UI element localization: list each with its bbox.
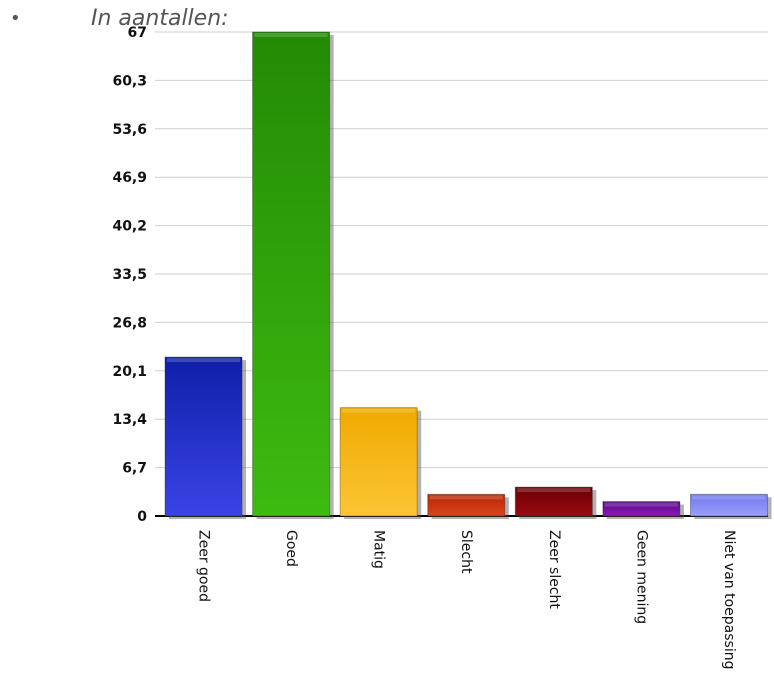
bar-highlight xyxy=(254,33,328,37)
bar-highlight xyxy=(167,358,241,363)
bar xyxy=(339,407,418,517)
x-tick-label: Slecht xyxy=(458,530,474,574)
bar xyxy=(689,493,768,517)
x-tick-label: Geen mening xyxy=(633,530,649,624)
y-tick-label: 26,8 xyxy=(112,315,147,331)
bar-highlight xyxy=(692,495,766,500)
y-tick-label: 6,7 xyxy=(122,461,147,477)
bullet-marker: • xyxy=(10,8,21,29)
y-tick-label: 0 xyxy=(137,509,147,525)
x-tick-label: Goed xyxy=(283,530,299,567)
bar xyxy=(514,486,593,517)
x-tick-label: Niet van toepassing xyxy=(721,530,737,669)
y-tick-label: 53,6 xyxy=(112,122,147,138)
y-tick-label: 40,2 xyxy=(112,219,147,235)
bar xyxy=(602,501,681,517)
y-tick-label: 60,3 xyxy=(112,73,147,89)
x-tick-label: Zeer slecht xyxy=(546,530,562,609)
slide-heading: In aantallen: xyxy=(91,6,229,31)
bar-highlight xyxy=(342,408,416,413)
y-tick-label: 67 xyxy=(128,25,147,41)
y-tick-label: 33,5 xyxy=(112,267,147,283)
bar-highlight xyxy=(429,495,503,500)
bar xyxy=(427,493,506,517)
x-tick-label: Zeer goed xyxy=(196,530,212,602)
y-tick-label: 13,4 xyxy=(112,412,147,428)
x-tick-label: Matig xyxy=(371,530,387,569)
bar-highlight xyxy=(604,502,678,507)
bar-highlight xyxy=(517,488,591,493)
bar xyxy=(164,356,243,517)
y-tick-label: 46,9 xyxy=(112,170,147,186)
y-tick-label: 20,1 xyxy=(112,364,147,380)
bar xyxy=(252,31,331,517)
